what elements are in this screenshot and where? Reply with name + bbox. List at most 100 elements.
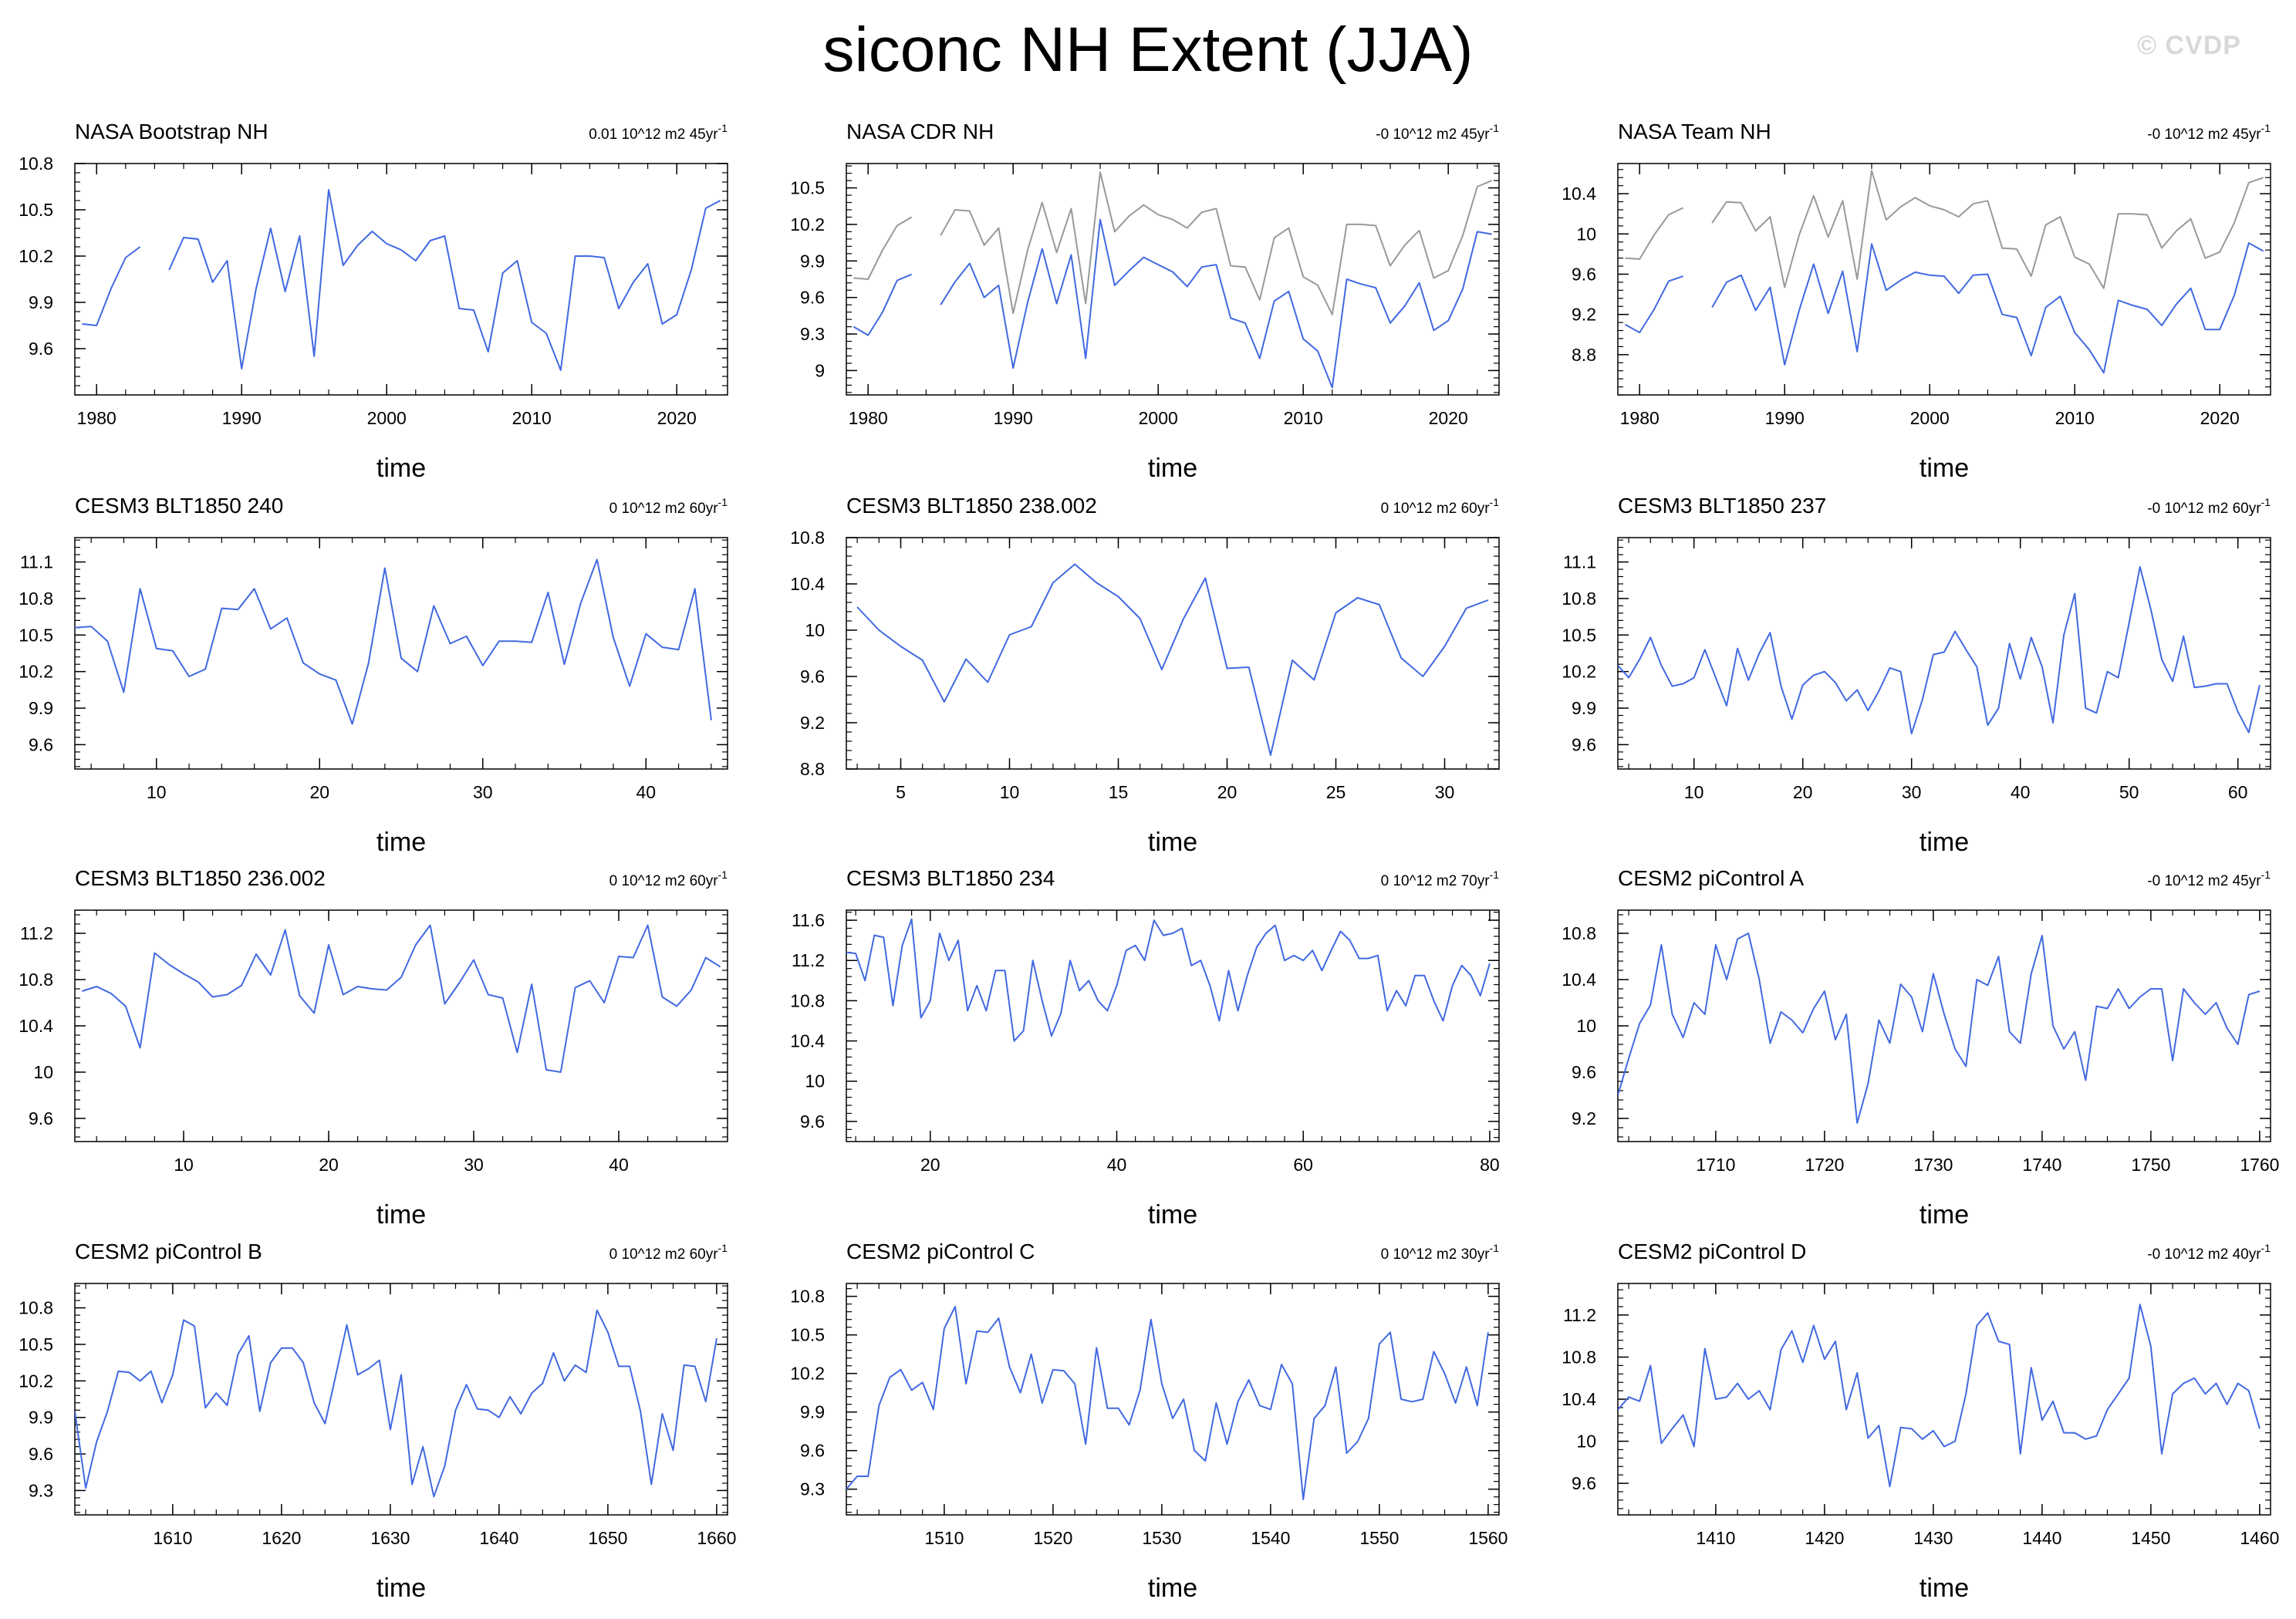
x-tick-label: 20 [1217, 782, 1237, 802]
y-tick-label: 10.8 [19, 970, 53, 990]
x-tick-label: 1560 [1468, 1528, 1508, 1548]
x-tick-label: 2010 [2055, 408, 2095, 428]
y-tick-label: 9.6 [800, 288, 825, 308]
x-tick-label: 2020 [657, 408, 697, 428]
y-tick-label: 9.3 [800, 1479, 825, 1499]
y-tick-label: 10.4 [1562, 184, 1596, 204]
x-tick-label: 1980 [77, 408, 116, 428]
x-tick-label: 25 [1326, 782, 1346, 802]
x-axis-title: time [1148, 1573, 1197, 1603]
panel-title: CESM2 piControl C [846, 1240, 1035, 1263]
x-tick-label: 2010 [1284, 408, 1323, 428]
x-axis-title: time [376, 828, 426, 857]
y-tick-label: 10.2 [19, 246, 53, 266]
y-tick-label: 10.2 [790, 214, 825, 234]
x-axis-title: time [1920, 828, 1969, 857]
x-tick-label: 20 [920, 1155, 940, 1175]
y-tick-label: 9.9 [1572, 698, 1596, 718]
plot-frame [74, 1283, 728, 1516]
y-tick-label: 11.2 [20, 923, 53, 943]
plot-frame [846, 537, 1500, 770]
y-tick-label: 10.2 [1562, 662, 1596, 682]
x-tick-label: 1630 [370, 1528, 410, 1548]
x-tick-label: 1740 [2022, 1155, 2061, 1175]
trend-exponent: -1 [2261, 869, 2271, 881]
trend-value: 0 10^12 m2 60yr [609, 1246, 719, 1263]
y-tick-label: 9.6 [800, 1441, 825, 1461]
y-tick-label: 9.2 [1572, 1108, 1596, 1128]
trend-exponent: -1 [718, 122, 728, 134]
y-tick-label: 9.6 [800, 666, 825, 686]
x-tick-label: 40 [1107, 1155, 1127, 1175]
x-tick-label: 1450 [2131, 1528, 2170, 1548]
x-tick-label: 1440 [2022, 1528, 2061, 1548]
chart-panel: NASA Bootstrap NH 0.01 10^12 m2 45yr-1 tim… [19, 120, 728, 483]
y-tick-label: 10.4 [1562, 1389, 1596, 1409]
x-tick-label: 20 [1793, 782, 1813, 802]
x-tick-label: 10 [174, 1155, 194, 1175]
chart-panel: NASA CDR NH -0 10^12 m2 45yr-1 time 1980 199… [790, 120, 1500, 483]
y-tick-label: 9.3 [800, 324, 825, 344]
y-tick-label: 10.2 [19, 1371, 53, 1391]
trend-label: 0 10^12 m2 60yr-1 [609, 496, 728, 517]
plot-frame [1617, 163, 2271, 396]
trend-value: 0.01 10^12 m2 45yr [589, 126, 718, 143]
y-tick-label: 10.5 [1562, 625, 1596, 645]
y-tick-label: 10.8 [790, 1287, 825, 1307]
series-line-1 [1625, 170, 2264, 289]
x-tick-label: 40 [636, 782, 656, 802]
y-tick-label: 10.8 [19, 589, 53, 609]
y-tick-label: 9.6 [1572, 1473, 1596, 1493]
y-tick-label: 9.3 [29, 1480, 53, 1500]
x-tick-label: 1430 [1913, 1528, 1953, 1548]
panel-title: NASA Bootstrap NH [75, 120, 268, 143]
x-tick-label: 1980 [849, 408, 888, 428]
trend-exponent: -1 [1490, 869, 1500, 881]
trend-label: -0 10^12 m2 45yr-1 [1376, 122, 1499, 143]
trend-label: -0 10^12 m2 45yr-1 [2147, 869, 2271, 889]
x-tick-label: 1420 [1805, 1528, 1844, 1548]
x-tick-label: 50 [2119, 782, 2139, 802]
y-tick-label: 10.8 [790, 528, 825, 548]
x-tick-label: 2000 [367, 408, 407, 428]
y-tick-label: 10.5 [790, 178, 825, 198]
y-tick-label: 10 [805, 620, 825, 640]
y-tick-label: 9.9 [800, 251, 825, 271]
trend-value: 0 10^12 m2 60yr [1381, 501, 1491, 517]
x-tick-label: 1550 [1359, 1528, 1399, 1548]
x-tick-label: 20 [319, 1155, 339, 1175]
x-tick-label: 15 [1109, 782, 1129, 802]
y-tick-label: 11.1 [20, 552, 53, 572]
trend-exponent: -1 [718, 1242, 728, 1254]
x-tick-label: 1620 [262, 1528, 301, 1548]
y-tick-label: 9.9 [29, 292, 53, 312]
x-axis-title: time [376, 1573, 426, 1603]
panel-title: CESM2 piControl B [75, 1240, 262, 1263]
x-tick-label: 1460 [2240, 1528, 2279, 1548]
y-tick-label: 11.2 [792, 950, 825, 970]
trend-label: 0 10^12 m2 60yr-1 [1381, 496, 1500, 517]
chart-panel: CESM3 BLT1850 238.002 0 10^12 m2 60yr-1 ti… [790, 494, 1500, 857]
y-tick-label: 9.6 [1572, 1062, 1596, 1082]
x-tick-label: 30 [464, 1155, 484, 1175]
chart-panel: CESM3 BLT1850 237 -0 10^12 m2 60yr-1 time 1… [1562, 494, 2271, 857]
plot-frame [74, 163, 728, 396]
trend-exponent: -1 [1490, 122, 1500, 134]
x-tick-label: 30 [473, 782, 493, 802]
trend-value: -0 10^12 m2 45yr [2147, 126, 2261, 143]
y-tick-label: 10.5 [19, 1334, 53, 1354]
y-tick-label: 10.5 [790, 1325, 825, 1345]
y-tick-label: 9.9 [29, 698, 53, 718]
y-tick-label: 10.2 [790, 1364, 825, 1384]
trend-value: -0 10^12 m2 45yr [1376, 126, 1490, 143]
y-tick-label: 10.2 [19, 662, 53, 682]
series-line-1 [853, 171, 1492, 315]
plot-frame [846, 163, 1500, 396]
trend-value: 0 10^12 m2 30yr [1381, 1246, 1491, 1263]
x-tick-label: 5 [896, 782, 906, 802]
panel-title: NASA Team NH [1618, 120, 1771, 143]
panel-title: CESM3 BLT1850 234 [846, 866, 1055, 890]
x-tick-label: 1640 [479, 1528, 518, 1548]
plot-frame [846, 1283, 1500, 1516]
